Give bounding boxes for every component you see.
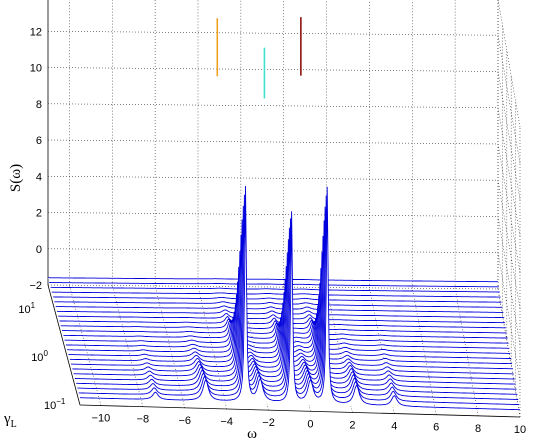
surface-mesh <box>48 17 520 411</box>
surface-row-line <box>74 234 517 390</box>
surface-row-line <box>54 301 503 308</box>
y-tick-label: 10−1 <box>44 397 66 412</box>
back-wall-gridline <box>47 103 499 109</box>
back-wall-gridline <box>47 284 499 290</box>
y-tick-labels: 10−1 100 101 <box>18 301 66 412</box>
x-tick-label: 8 <box>475 423 481 435</box>
x-tick-label: −2 <box>262 417 275 429</box>
side-wall-gridline <box>497 35 521 164</box>
surface-row-line <box>50 286 500 293</box>
side-wall-gridline <box>497 107 521 236</box>
side-wall-gridline <box>497 71 521 200</box>
back-wall-gridline <box>47 248 499 254</box>
x-axis-line <box>79 404 521 418</box>
side-wall-gridline <box>497 0 521 128</box>
z-tick-label: 6 <box>36 135 42 147</box>
x-tick-label: −8 <box>137 414 150 426</box>
y-tick-label: 101 <box>18 301 35 316</box>
z-tick-labels: −2 0 2 4 6 8 10 12 14 <box>29 0 42 292</box>
surface-row-fill <box>55 306 504 314</box>
back-wall-gridline <box>47 212 499 217</box>
surface-row-fill <box>71 281 514 375</box>
y-axis-line <box>47 284 81 406</box>
x-tick-label: −10 <box>92 413 111 425</box>
z-tick-label: 0 <box>36 244 42 256</box>
surface-row-line <box>77 205 519 400</box>
surface-row-line <box>78 194 520 406</box>
y-axis-label: γL <box>3 411 17 430</box>
surface-row-line <box>53 296 502 303</box>
side-wall-gridline <box>497 216 521 345</box>
x-tick-label: 4 <box>391 421 397 433</box>
axes-frame <box>47 0 521 418</box>
z-tick-label: 4 <box>36 171 42 183</box>
z-tick-label: 12 <box>30 26 42 38</box>
side-wall-gridline <box>497 252 521 381</box>
back-wall-gridline <box>47 175 499 181</box>
surface-row-line <box>55 305 504 313</box>
x-tick-label: 0 <box>307 418 313 430</box>
x-tick-label: −4 <box>220 416 233 428</box>
back-wall-gridline <box>47 67 499 72</box>
x-axis-label: ω <box>247 426 257 442</box>
z-tick-label: 2 <box>36 208 42 220</box>
z-tick-label: 8 <box>36 99 42 111</box>
back-wall-gridline <box>47 30 499 36</box>
surface-row-line <box>49 282 499 288</box>
x-tick-label: 6 <box>433 422 439 434</box>
back-wall-gridline <box>47 139 499 145</box>
x-tick-label: −6 <box>178 415 191 427</box>
side-wall-gridline <box>497 180 521 309</box>
surface-row-line <box>48 277 498 283</box>
grid-lines <box>47 0 521 418</box>
x-tick-label: 10 <box>514 424 526 436</box>
surface-row-line <box>76 219 518 395</box>
surface-row-line <box>51 291 501 298</box>
z-axis-label: S(ω) <box>8 164 24 192</box>
floor-gridline <box>454 288 479 416</box>
z-tick-label: −2 <box>29 280 42 292</box>
x-tick-labels: −10 −8 −6 −4 −2 0 2 4 6 8 10 <box>92 413 527 436</box>
x-tick-label: 2 <box>349 419 355 431</box>
z-tick-label: 10 <box>30 63 42 75</box>
y-tick-label: 100 <box>31 349 48 364</box>
surface-row-line <box>80 185 520 411</box>
surface-row-line <box>56 309 505 319</box>
side-wall-gridline <box>497 143 521 273</box>
floor-gridline <box>411 288 437 415</box>
z-tick-label: 14 <box>30 0 42 2</box>
floor-gridline <box>497 288 521 418</box>
